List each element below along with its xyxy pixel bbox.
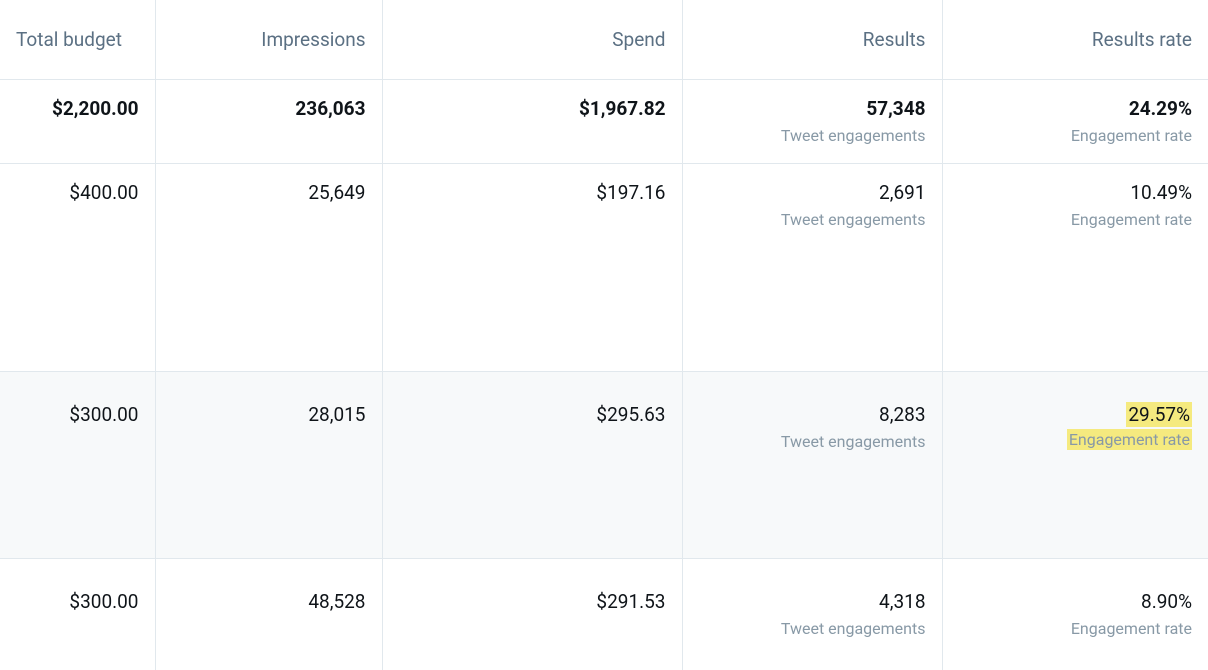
- rate-sublabel: Engagement rate: [959, 209, 1193, 231]
- header-impressions[interactable]: Impressions: [155, 0, 382, 80]
- table-header-row: Total budget Impressions Spend Results R…: [0, 0, 1208, 80]
- header-budget[interactable]: Total budget: [0, 0, 155, 80]
- cell-results: 8,283 Tweet engagements: [682, 371, 942, 558]
- results-sublabel: Tweet engagements: [699, 618, 926, 640]
- cell-rate: 24.29% Engagement rate: [942, 80, 1208, 164]
- results-sublabel: Tweet engagements: [699, 125, 926, 147]
- cell-results: 4,318 Tweet engagements: [682, 558, 942, 669]
- cell-results: 2,691 Tweet engagements: [682, 163, 942, 371]
- budget-value: $300.00: [16, 589, 139, 616]
- cell-results: 57,348 Tweet engagements: [682, 80, 942, 164]
- cell-spend: $197.16: [382, 163, 682, 371]
- budget-value: $2,200.00: [16, 96, 139, 123]
- rate-sublabel-highlighted: Engagement rate: [1067, 429, 1192, 450]
- results-value: 4,318: [699, 589, 926, 616]
- cell-spend: $1,967.82: [382, 80, 682, 164]
- cell-spend: $295.63: [382, 371, 682, 558]
- spend-value: $1,967.82: [399, 96, 666, 123]
- cell-impressions: 236,063: [155, 80, 382, 164]
- cell-spend: $291.53: [382, 558, 682, 669]
- results-sublabel: Tweet engagements: [699, 209, 926, 231]
- cell-rate: 8.90% Engagement rate: [942, 558, 1208, 669]
- header-results-rate[interactable]: Results rate: [942, 0, 1208, 80]
- table-row[interactable]: $400.00 25,649 $197.16 2,691 Tweet engag…: [0, 163, 1208, 371]
- rate-sublabel: Engagement rate: [959, 618, 1193, 640]
- impressions-value: 25,649: [172, 180, 366, 207]
- table-row[interactable]: $2,200.00 236,063 $1,967.82 57,348 Tweet…: [0, 80, 1208, 164]
- cell-budget: $2,200.00: [0, 80, 155, 164]
- cell-impressions: 28,015: [155, 371, 382, 558]
- rate-value-highlighted: 29.57%: [1126, 402, 1192, 427]
- cell-impressions: 48,528: [155, 558, 382, 669]
- rate-value: 8.90%: [959, 589, 1193, 616]
- rate-value: 24.29%: [959, 96, 1193, 123]
- cell-rate: 10.49% Engagement rate: [942, 163, 1208, 371]
- results-value: 57,348: [699, 96, 926, 123]
- budget-value: $400.00: [16, 180, 139, 207]
- campaign-metrics-table: Total budget Impressions Spend Results R…: [0, 0, 1208, 670]
- cell-impressions: 25,649: [155, 163, 382, 371]
- header-spend[interactable]: Spend: [382, 0, 682, 80]
- spend-value: $291.53: [399, 589, 666, 616]
- results-value: 2,691: [699, 180, 926, 207]
- impressions-value: 28,015: [172, 402, 366, 429]
- budget-value: $300.00: [16, 402, 139, 429]
- cell-budget: $300.00: [0, 558, 155, 669]
- results-value: 8,283: [699, 402, 926, 429]
- cell-budget: $400.00: [0, 163, 155, 371]
- cell-rate: 29.57% Engagement rate: [942, 371, 1208, 558]
- cell-budget: $300.00: [0, 371, 155, 558]
- rate-sublabel: Engagement rate: [959, 125, 1193, 147]
- spend-value: $197.16: [399, 180, 666, 207]
- table-row[interactable]: $300.00 28,015 $295.63 8,283 Tweet engag…: [0, 371, 1208, 558]
- rate-value: 10.49%: [959, 180, 1193, 207]
- header-results[interactable]: Results: [682, 0, 942, 80]
- table-row[interactable]: $300.00 48,528 $291.53 4,318 Tweet engag…: [0, 558, 1208, 669]
- results-sublabel: Tweet engagements: [699, 431, 926, 453]
- impressions-value: 236,063: [172, 96, 366, 123]
- impressions-value: 48,528: [172, 589, 366, 616]
- spend-value: $295.63: [399, 402, 666, 429]
